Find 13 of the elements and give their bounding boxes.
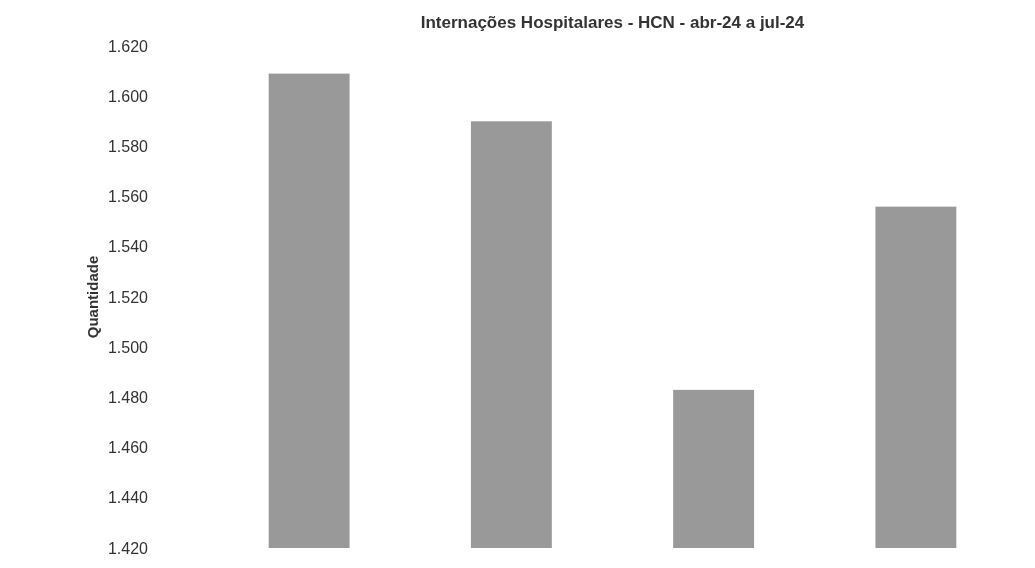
y-axis-title: Quantidade: [84, 255, 101, 339]
chart-title: Internações Hospitalares - HCN - abr-24 a jul-24: [420, 13, 805, 32]
y-tick-label: 1.520: [107, 288, 149, 306]
y-tick-label: 1.500: [107, 338, 149, 356]
y-tick-label: 1.600: [107, 87, 149, 105]
y-tick-label: 1.580: [107, 138, 149, 155]
y-tick-label: 1.540: [107, 238, 149, 256]
y-tick-label: 1.440: [107, 489, 149, 507]
y-tick-label: 1.480: [107, 389, 149, 406]
y-tick-label: 1.560: [107, 188, 149, 206]
y-tick-label: 1.460: [107, 439, 149, 457]
y-tick-label: 1.620: [107, 37, 149, 55]
y-tick-label: 1.420: [107, 539, 149, 557]
